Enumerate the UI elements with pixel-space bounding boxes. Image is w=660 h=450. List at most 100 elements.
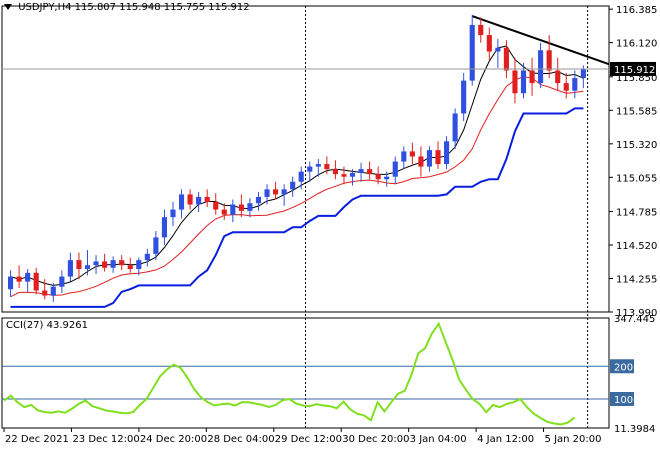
candle — [298, 166, 304, 190]
candle — [503, 40, 509, 79]
candle-body — [426, 150, 433, 167]
candle-body — [50, 286, 56, 296]
candle — [512, 57, 518, 104]
y-tick-label: 114.255 — [616, 274, 657, 285]
x-tick-label: 23 Dec 12:00 — [72, 434, 139, 445]
candle — [102, 253, 108, 272]
candle — [187, 189, 193, 210]
y-tick-label: 115.055 — [616, 173, 657, 184]
x-tick-label: 22 Dec 2021 — [5, 434, 69, 445]
candle-body — [42, 290, 48, 296]
candle-body — [443, 141, 450, 165]
candle — [401, 146, 407, 170]
candle — [67, 252, 73, 282]
candle — [230, 199, 236, 223]
collapse-triangle-icon[interactable] — [4, 4, 12, 10]
candle — [33, 267, 39, 295]
candle-body — [461, 80, 467, 114]
candle-body — [384, 176, 390, 180]
candle — [341, 166, 347, 185]
cci-line — [3, 321, 576, 426]
candle-body — [178, 194, 185, 210]
y-tick-label: 115.585 — [616, 106, 657, 117]
candle — [247, 198, 253, 218]
candle-body — [563, 83, 569, 91]
y-tick-label: 115.850 — [616, 73, 657, 84]
candle-body — [324, 164, 330, 170]
candle — [572, 70, 578, 99]
candle — [426, 146, 433, 172]
candle-body — [538, 50, 544, 84]
candle-body — [187, 194, 193, 205]
candle-body — [520, 70, 527, 94]
candle — [538, 42, 544, 89]
candle — [264, 184, 270, 205]
candle-body — [16, 276, 22, 282]
cci-tick-label: 200 — [614, 362, 633, 373]
candle — [529, 57, 535, 96]
candle — [546, 35, 552, 79]
candle — [281, 184, 287, 206]
cci-tick-label: 11.3984 — [614, 424, 655, 435]
candle-body — [367, 169, 373, 175]
candle — [375, 166, 381, 185]
candle-body — [315, 164, 321, 167]
candle — [349, 169, 356, 186]
candle — [443, 136, 450, 170]
grid-layer — [1, 5, 610, 429]
candles-layer — [7, 14, 586, 302]
candle — [452, 108, 458, 149]
candle — [161, 209, 168, 245]
x-tick-label: 4 Jan 12:00 — [477, 434, 534, 445]
candle — [332, 160, 338, 180]
candle-body — [84, 265, 91, 270]
candle-body — [247, 203, 253, 211]
y-tick-label: 114.785 — [616, 207, 657, 218]
candle-body — [255, 196, 262, 204]
indicator-layer — [10, 15, 610, 308]
candle — [315, 159, 321, 177]
candle — [170, 201, 176, 227]
candle — [153, 231, 159, 261]
candle-body — [170, 209, 176, 218]
candle — [119, 255, 125, 271]
candle — [555, 57, 561, 91]
candle-body — [161, 217, 168, 238]
cci-tick-label: 347.445 — [614, 314, 655, 325]
y-tick-label: 116.385 — [616, 5, 657, 16]
candle — [110, 256, 116, 273]
symbol-label: USDJPY,H4 — [18, 2, 72, 13]
y-tick-label: 115.320 — [616, 140, 657, 151]
current-price-label: 115.912 — [614, 65, 655, 76]
current-price-tag — [610, 61, 656, 76]
candle — [42, 279, 48, 300]
candle — [136, 257, 142, 276]
candle-body — [546, 50, 552, 71]
candle — [486, 27, 492, 61]
candle — [273, 181, 279, 200]
candle — [290, 176, 296, 197]
candle — [255, 191, 262, 211]
candle-body — [298, 171, 304, 182]
candle — [418, 146, 424, 177]
candle — [213, 193, 219, 215]
candle-body — [452, 113, 458, 142]
y-tick-label: 113.990 — [616, 308, 657, 319]
candle — [178, 189, 185, 219]
x-tick-label: 28 Dec 04:00 — [207, 434, 274, 445]
candle — [84, 250, 91, 276]
candle — [409, 142, 415, 165]
candle — [238, 194, 244, 218]
candle-body — [555, 70, 561, 84]
candle-body — [469, 24, 475, 81]
fast-moving-average-line — [10, 45, 584, 286]
candle-body — [392, 161, 398, 177]
x-tick-label: 3 Jan 04:00 — [410, 434, 467, 445]
candle — [144, 248, 150, 267]
candle — [127, 257, 133, 273]
candle-body — [230, 204, 236, 215]
candle — [384, 171, 390, 187]
candle-body — [409, 151, 415, 157]
candle-body — [341, 174, 347, 177]
